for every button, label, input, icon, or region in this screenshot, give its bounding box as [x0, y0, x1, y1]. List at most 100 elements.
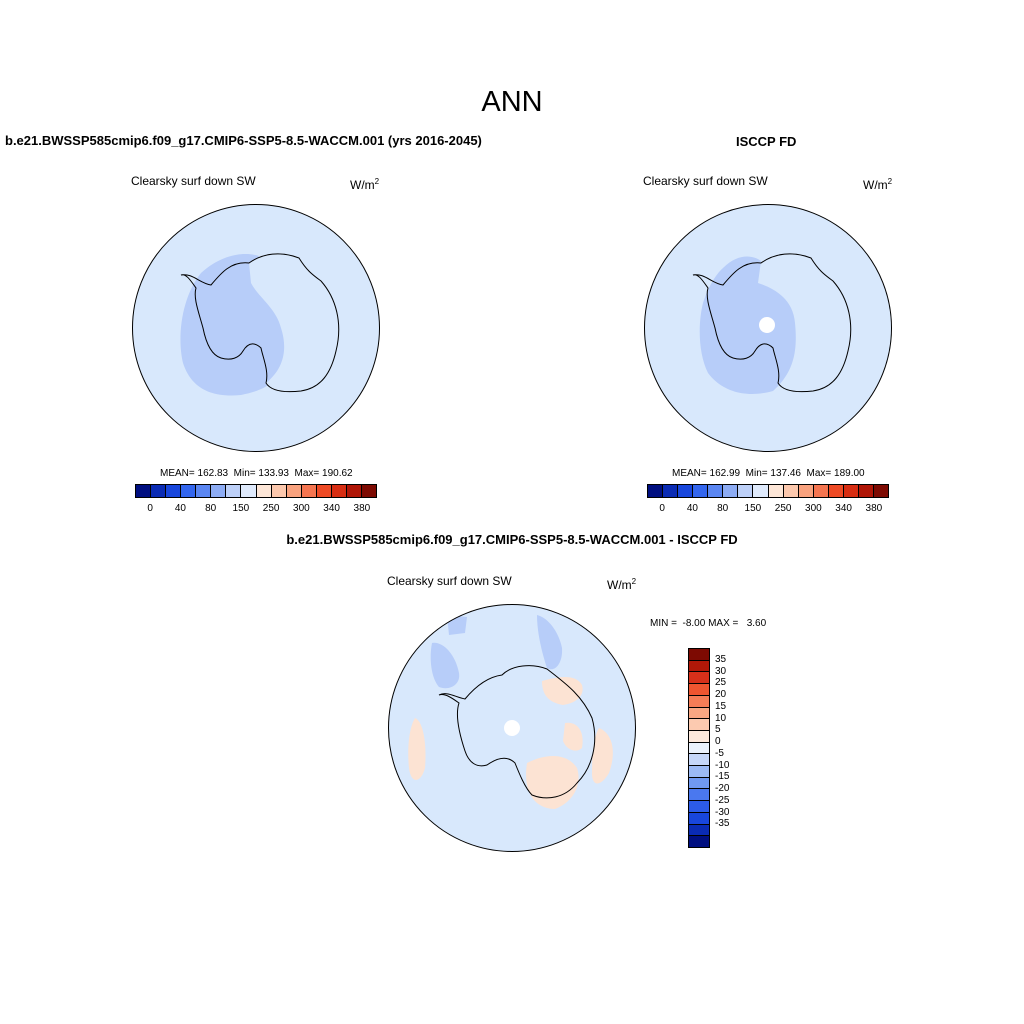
- model-colorbar-swatch: [166, 485, 182, 497]
- obs-panel-title: ISCCP FD: [736, 134, 797, 149]
- antarctica-coastline: [180, 253, 340, 393]
- model-stats: MEAN= 162.83 Min= 133.93 Max= 190.62: [160, 468, 353, 479]
- model-colorbar-swatch: [181, 485, 197, 497]
- diff-colorbar-tick-label: 0: [715, 736, 721, 748]
- diff-units: W/m2: [607, 577, 637, 592]
- model-colorbar-swatch: [241, 485, 257, 497]
- model-colorbar-tick-label: 300: [293, 503, 310, 514]
- obs-colorbar-swatch: [708, 485, 724, 497]
- model-panel-title: b.e21.BWSSP585cmip6.f09_g17.CMIP6-SSP5-8…: [5, 133, 482, 148]
- obs-colorbar-tick-label: 40: [686, 503, 698, 514]
- diff-colorbar-swatch: [689, 801, 709, 813]
- obs-colorbar-swatch: [828, 485, 844, 497]
- obs-colorbar-swatch: [723, 485, 739, 497]
- diff-colorbar-swatch: [689, 742, 709, 755]
- obs-colorbar-ticks: 0 40 80 150 250 300 340 380: [647, 503, 889, 517]
- model-colorbar-ticks: 0 40 80 150 250 300 340 380: [135, 503, 377, 517]
- obs-colorbar-swatch: [813, 485, 829, 497]
- diff-colorbar-swatch: [689, 660, 709, 673]
- diff-colorbar-tick-label: -15: [715, 771, 730, 783]
- model-colorbar-swatch: [211, 485, 227, 497]
- diff-colorbar-swatch: [689, 707, 709, 720]
- diff-colorbar-swatch: [689, 649, 709, 661]
- model-colorbar-swatch: [361, 485, 376, 497]
- model-colorbar-tick-label: 0: [147, 503, 153, 514]
- diff-colorbar-swatch: [689, 836, 709, 847]
- model-colorbar-tick-label: 40: [174, 503, 186, 514]
- diff-colorbar-tick-label: 25: [715, 677, 727, 689]
- diff-colorbar-tick-label: -30: [715, 806, 730, 818]
- antarctica-coastline: [692, 253, 852, 393]
- obs-colorbar-swatch: [738, 485, 754, 497]
- obs-colorbar-swatch: [783, 485, 799, 497]
- obs-colorbar-swatch: [858, 485, 874, 497]
- diff-colorbar-tick-label: 10: [715, 712, 727, 724]
- obs-colorbar-swatch: [753, 485, 769, 497]
- model-colorbar-tick-label: 80: [205, 503, 217, 514]
- model-colorbar-tick-label: 150: [232, 503, 250, 514]
- model-colorbar-tick-label: 340: [323, 503, 340, 514]
- diff-panel-title: b.e21.BWSSP585cmip6.f09_g17.CMIP6-SSP5-8…: [286, 532, 738, 547]
- diff-colorbar-tick-label: -25: [715, 794, 730, 806]
- diff-colorbar-swatch: [689, 754, 709, 767]
- diff-colorbar-tick-label: 15: [715, 700, 727, 712]
- obs-colorbar: [647, 484, 889, 498]
- diff-colorbar-tick-label: -5: [715, 747, 724, 759]
- model-colorbar-swatch: [346, 485, 362, 497]
- diff-colorbar-swatch: [689, 684, 709, 696]
- obs-colorbar-swatch: [678, 485, 694, 497]
- diff-colorbar-tick-label: 30: [715, 665, 727, 677]
- model-colorbar-swatch: [301, 485, 317, 497]
- model-colorbar-tick-label: 380: [353, 503, 371, 514]
- diff-colorbar-swatch: [689, 719, 709, 731]
- model-colorbar: [135, 484, 377, 498]
- diff-colorbar-swatch: [689, 824, 709, 837]
- diff-colorbar-tick-label: 35: [715, 653, 727, 665]
- diff-colorbar-ticks: 35 30 25 20 15 10 5 0 -5 -10 -15 -20 -25 -30 -35: [715, 648, 755, 848]
- obs-colorbar-swatch: [663, 485, 679, 497]
- diff-colorbar: [688, 648, 710, 848]
- model-units: W/m2: [350, 177, 380, 192]
- obs-colorbar-swatch: [768, 485, 784, 497]
- obs-polar-map: [644, 204, 892, 452]
- diff-polar-map: [388, 604, 636, 852]
- obs-colorbar-swatch: [648, 485, 664, 497]
- diff-stats: MIN = -8.00 MAX = 3.60: [650, 618, 767, 629]
- model-colorbar-swatch: [151, 485, 167, 497]
- model-variable-label: Clearsky surf down SW: [131, 174, 256, 188]
- model-colorbar-swatch: [316, 485, 332, 497]
- model-colorbar-swatch: [256, 485, 272, 497]
- model-colorbar-swatch: [196, 485, 212, 497]
- diff-colorbar-swatch: [689, 777, 709, 790]
- model-polar-map: [132, 204, 380, 452]
- diff-colorbar-swatch: [689, 730, 709, 743]
- obs-units: W/m2: [863, 177, 893, 192]
- diff-colorbar-tick-label: -10: [715, 759, 730, 771]
- antarctica-coastline: [438, 665, 596, 799]
- obs-colorbar-tick-label: 250: [774, 503, 792, 514]
- main-title: ANN: [481, 86, 543, 118]
- diff-colorbar-swatch: [689, 766, 709, 778]
- model-colorbar-swatch: [331, 485, 347, 497]
- model-colorbar-swatch: [286, 485, 302, 497]
- model-colorbar-swatch: [136, 485, 152, 497]
- obs-colorbar-tick-label: 340: [835, 503, 852, 514]
- obs-colorbar-tick-label: 0: [659, 503, 665, 514]
- diff-variable-label: Clearsky surf down SW: [387, 574, 512, 588]
- obs-variable-label: Clearsky surf down SW: [643, 174, 768, 188]
- obs-colorbar-swatch: [693, 485, 709, 497]
- obs-colorbar-tick-label: 80: [717, 503, 729, 514]
- diff-colorbar-swatch: [689, 672, 709, 685]
- diff-colorbar-swatch: [689, 695, 709, 708]
- model-colorbar-tick-label: 250: [262, 503, 280, 514]
- obs-colorbar-tick-label: 380: [865, 503, 883, 514]
- diff-colorbar-tick-label: 5: [715, 724, 721, 736]
- diff-colorbar-tick-label: -20: [715, 783, 730, 795]
- diff-colorbar-swatch: [689, 789, 709, 802]
- obs-stats: MEAN= 162.99 Min= 137.46 Max= 189.00: [672, 468, 865, 479]
- diff-colorbar-tick-label: 20: [715, 689, 727, 701]
- model-colorbar-swatch: [271, 485, 287, 497]
- obs-colorbar-swatch: [873, 485, 888, 497]
- diff-colorbar-swatch: [689, 812, 709, 825]
- model-colorbar-swatch: [226, 485, 242, 497]
